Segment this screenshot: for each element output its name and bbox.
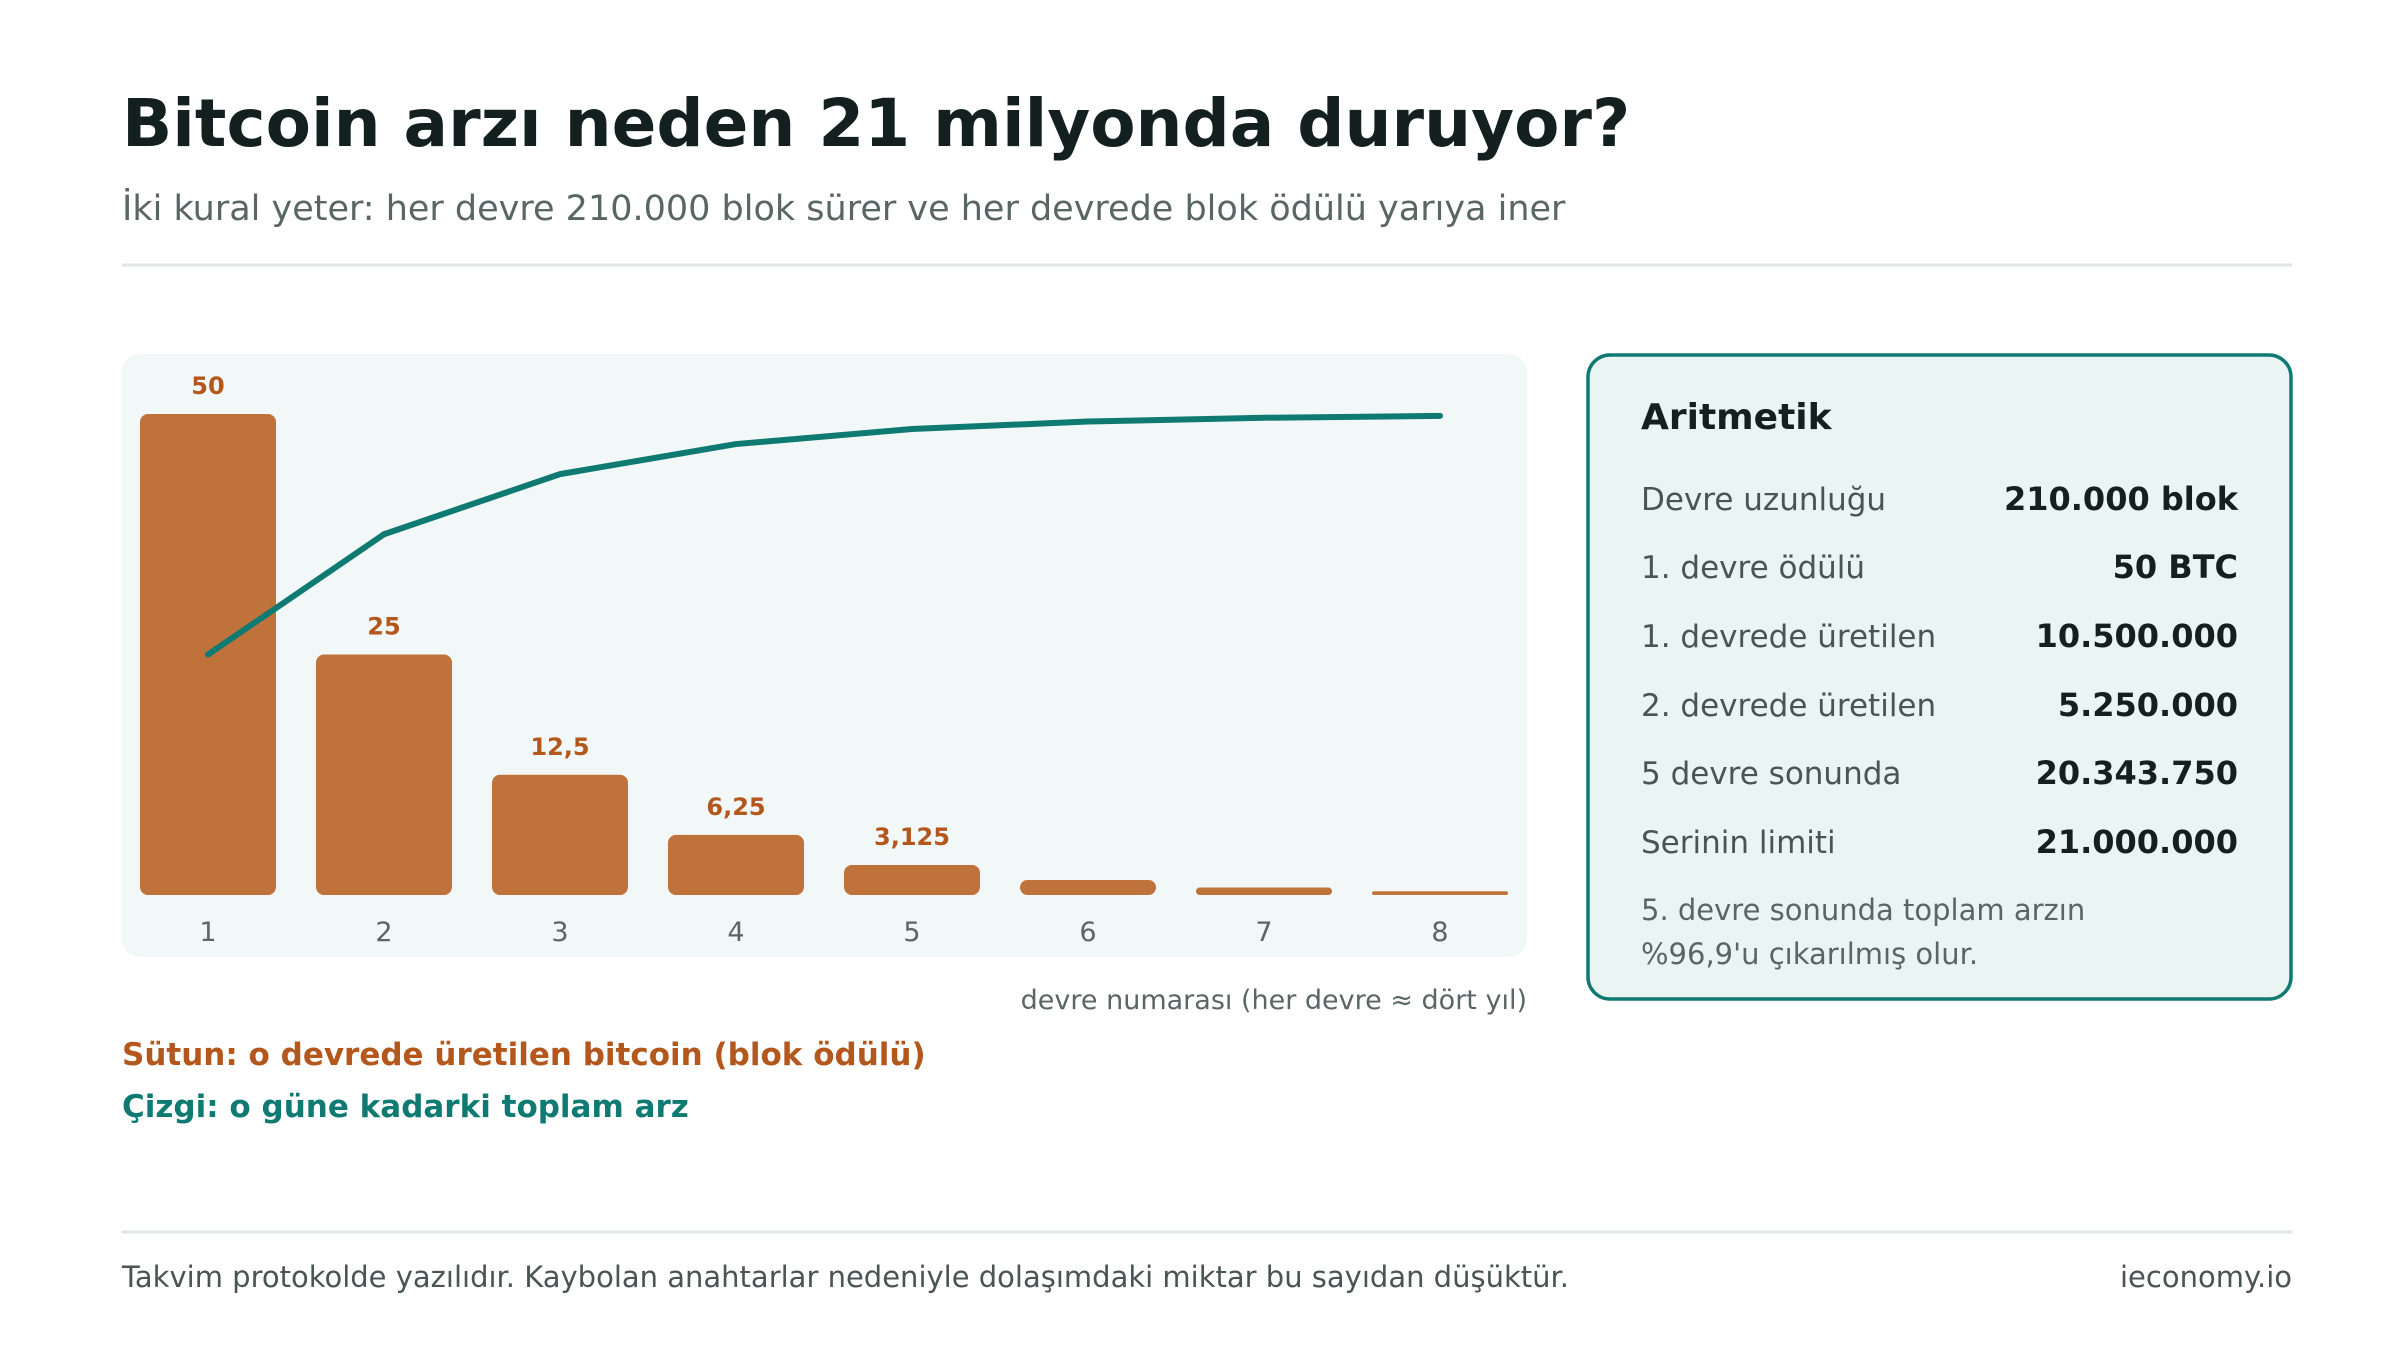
x-tick-label: 3 <box>551 917 568 948</box>
bar-value-label: 6,25 <box>706 793 765 821</box>
bar <box>1196 887 1332 895</box>
row-label: 1. devrede üretilen <box>1641 619 1936 655</box>
bar <box>492 774 628 895</box>
bar <box>668 834 804 895</box>
footer-text: Takvim protokolde yazılıdır. Kaybolan an… <box>121 1260 1569 1294</box>
x-tick-label: 5 <box>903 917 920 948</box>
bar <box>844 864 980 895</box>
row-label: 1. devre ödülü <box>1641 550 1865 586</box>
bar <box>1020 879 1156 895</box>
bar-value-label: 50 <box>191 372 224 400</box>
row-value: 21.000.000 <box>2036 823 2238 861</box>
x-tick-label: 4 <box>727 917 744 948</box>
row-value: 50 BTC <box>2113 548 2238 586</box>
row-value: 10.500.000 <box>2036 617 2238 655</box>
row-value: 5.250.000 <box>2058 686 2238 724</box>
footer-source: ieconomy.io <box>2120 1260 2292 1294</box>
row-label: Serinin limiti <box>1641 825 1836 861</box>
x-axis-label: devre numarası (her devre ≈ dört yıl) <box>1021 985 1527 1016</box>
panel-title: Aritmetik <box>1641 397 1833 438</box>
x-tick-label: 8 <box>1431 917 1448 948</box>
supply-line <box>205 412 1443 658</box>
x-tick-label: 2 <box>375 917 392 948</box>
row-label: 2. devrede üretilen <box>1641 688 1936 724</box>
row-value: 20.343.750 <box>2036 754 2238 792</box>
bar-value-label: 12,5 <box>530 733 589 761</box>
row-label: 5 devre sonunda <box>1641 756 1901 792</box>
panel-note: 5. devre sonunda toplam arzın <box>1641 893 2085 927</box>
title: Bitcoin arzı neden 21 milyonda duruyor? <box>122 85 1630 162</box>
legend-bar: Sütun: o devrede üretilen bitcoin (blok … <box>122 1037 926 1073</box>
bar <box>316 654 452 895</box>
x-tick-label: 1 <box>199 917 216 948</box>
subtitle: İki kural yeter: her devre 210.000 blok … <box>122 187 1566 229</box>
x-tick-label: 6 <box>1079 917 1096 948</box>
bar-value-label: 25 <box>367 613 400 641</box>
arithmetic-panel <box>1586 353 2293 1001</box>
row-label: Devre uzunluğu <box>1641 482 1886 518</box>
legend-line: Çizgi: o güne kadarki toplam arz <box>122 1089 689 1125</box>
x-tick-label: 7 <box>1255 917 1272 948</box>
bar-value-label: 3,125 <box>874 823 950 851</box>
panel-note: %96,9'u çıkarılmış olur. <box>1641 937 1978 971</box>
row-value: 210.000 blok <box>2004 480 2239 518</box>
bar <box>1372 891 1508 895</box>
